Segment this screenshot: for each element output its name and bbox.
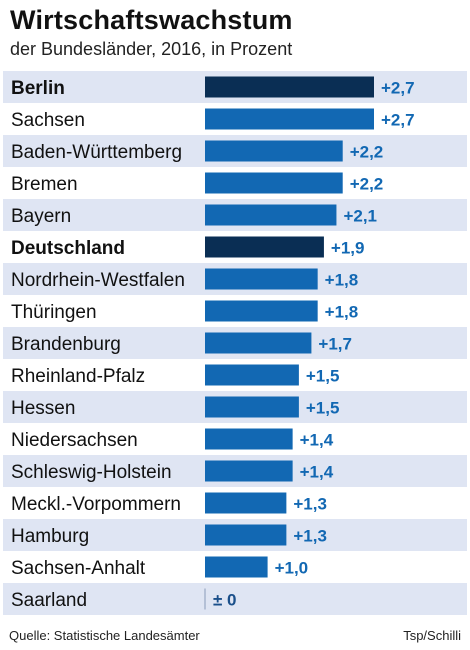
bar-bremen — [205, 172, 343, 194]
category-label-bayern: Bayern — [11, 206, 71, 227]
category-label-rheinland-pfalz: Rheinland-Pfalz — [11, 366, 145, 387]
credit-note: Tsp/Schilli — [403, 628, 461, 643]
category-label-sachsen-anhalt: Sachsen-Anhalt — [11, 558, 146, 579]
value-label-saarland: ± 0 — [213, 591, 237, 610]
value-label-sachsen: +2,7 — [381, 111, 415, 130]
value-label-bremen: +2,2 — [350, 175, 384, 194]
value-label-schleswig-holstein: +1,4 — [300, 463, 334, 482]
value-label-deutschland: +1,9 — [331, 239, 365, 258]
bar-nordrhein-westfalen — [205, 268, 318, 290]
bar-sachsen — [205, 108, 374, 130]
row-stripe — [3, 583, 467, 615]
chart-subtitle: der Bundesländer, 2016, in Prozent — [10, 39, 293, 59]
value-label-meckl-vorpommern: +1,3 — [293, 495, 327, 514]
bar-berlin — [205, 76, 374, 98]
category-label-berlin: Berlin — [11, 78, 65, 99]
category-label-schleswig-holstein: Schleswig-Holstein — [11, 462, 172, 483]
bar-bayern — [205, 204, 337, 226]
bar-chart-svg: Berlin +2,7 Sachsen +2,7 Baden-Württemberg +2… — [3, 71, 467, 615]
category-label-bremen: Bremen — [11, 174, 78, 195]
value-label-nordrhein-westfalen: +1,8 — [325, 271, 359, 290]
value-label-hamburg: +1,3 — [293, 527, 327, 546]
bar-meckl-vorpommern — [205, 492, 287, 514]
value-label-baden-wuerttemberg: +2,2 — [350, 143, 384, 162]
bar-brandenburg — [205, 332, 312, 354]
category-label-brandenburg: Brandenburg — [11, 334, 121, 355]
category-label-hamburg: Hamburg — [11, 526, 89, 547]
category-label-meckl-vorpommern: Meckl.-Vorpommern — [11, 494, 181, 515]
value-label-sachsen-anhalt: +1,0 — [275, 559, 309, 578]
value-label-hessen: +1,5 — [306, 399, 340, 418]
category-label-baden-wuerttemberg: Baden-Württemberg — [11, 142, 182, 163]
category-label-hessen: Hessen — [11, 398, 75, 419]
value-label-rheinland-pfalz: +1,5 — [306, 367, 340, 386]
bar-hamburg — [205, 524, 287, 546]
value-label-thueringen: +1,8 — [325, 303, 359, 322]
bar-schleswig-holstein — [205, 460, 293, 482]
category-label-nordrhein-westfalen: Nordrhein-Westfalen — [11, 270, 185, 291]
bar-rheinland-pfalz — [205, 364, 299, 386]
category-label-niedersachsen: Niedersachsen — [11, 430, 138, 451]
bar-niedersachsen — [205, 428, 293, 450]
category-label-deutschland: Deutschland — [11, 238, 125, 259]
bar-sachsen-anhalt — [205, 556, 268, 578]
bar-thueringen — [205, 300, 318, 322]
value-label-berlin: +2,7 — [381, 79, 415, 98]
chart-title: Wirtschaftswachstum — [10, 5, 293, 35]
category-label-thueringen: Thüringen — [11, 302, 97, 323]
value-label-niedersachsen: +1,4 — [300, 431, 334, 450]
category-label-saarland: Saarland — [11, 590, 87, 611]
bar-baden-wuerttemberg — [205, 140, 343, 162]
value-label-brandenburg: +1,7 — [318, 335, 352, 354]
bar-deutschland — [205, 236, 324, 258]
value-label-bayern: +2,1 — [343, 207, 377, 226]
category-label-sachsen: Sachsen — [11, 110, 85, 131]
source-note: Quelle: Statistische Landesämter — [9, 628, 200, 643]
bar-chart: Berlin +2,7 Sachsen +2,7 Baden-Württemberg +2… — [3, 71, 467, 623]
bar-hessen — [205, 396, 299, 418]
